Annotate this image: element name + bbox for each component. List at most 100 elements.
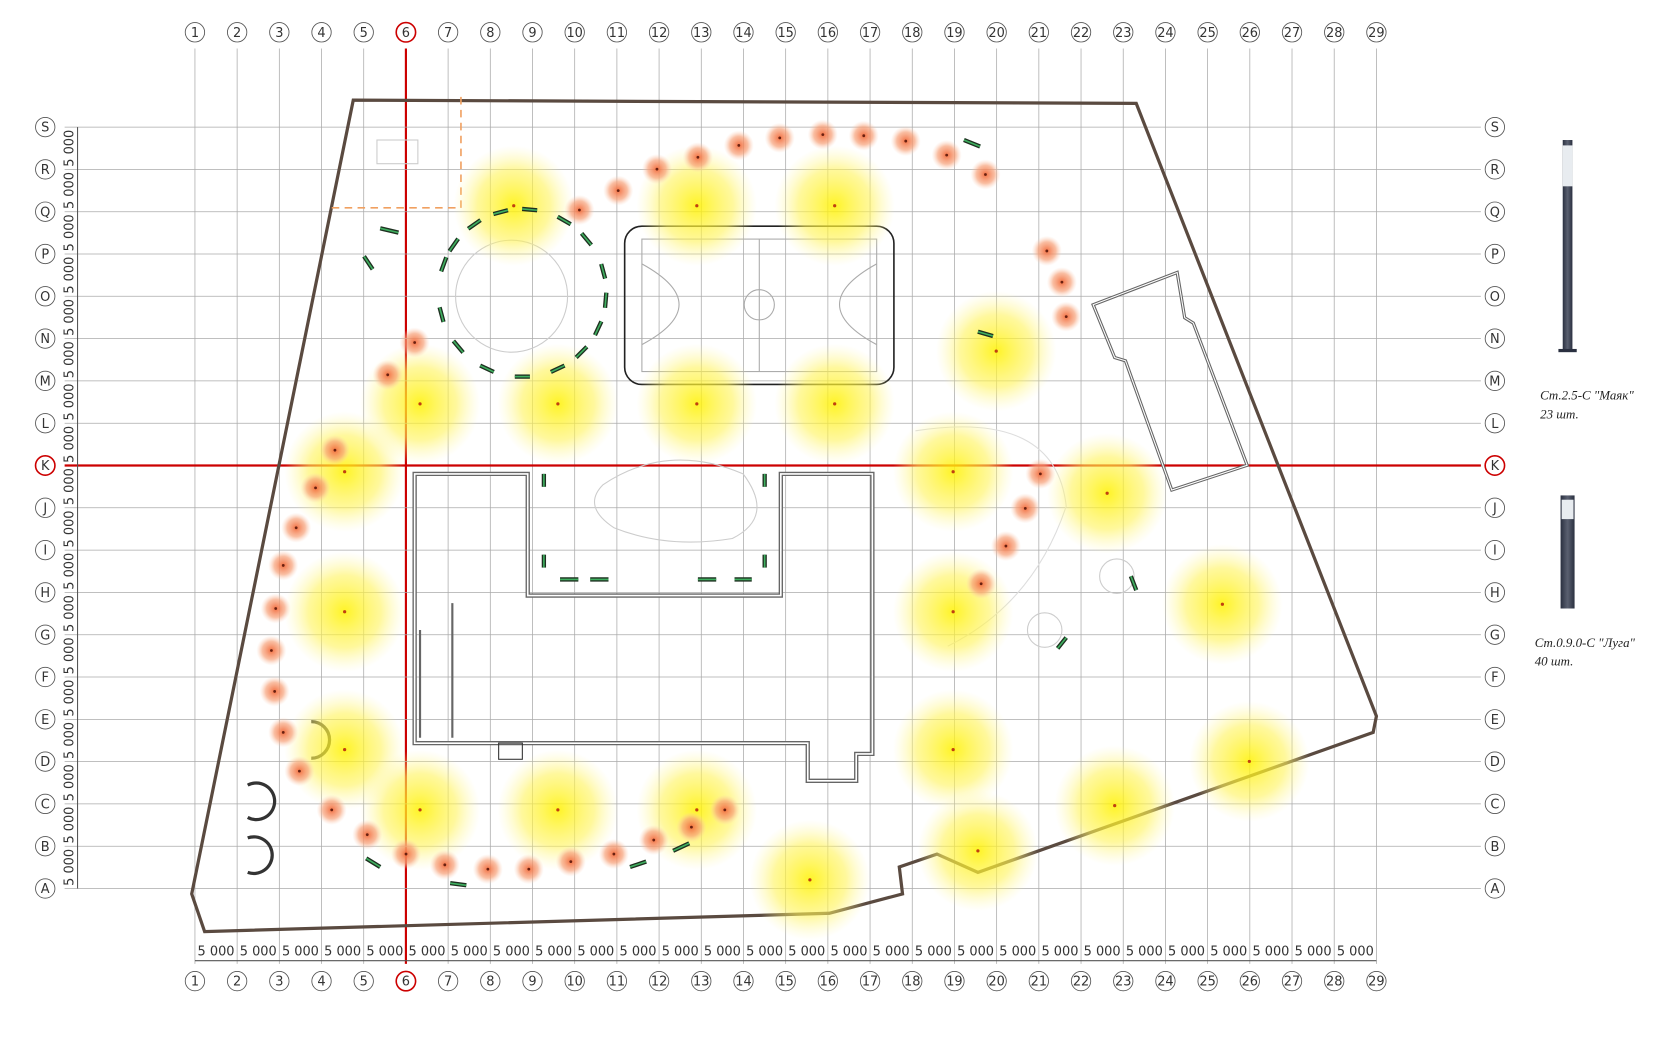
bollard (274, 607, 278, 610)
axis-bubble (691, 971, 712, 992)
bollard (1060, 280, 1064, 284)
pole-lamp (1562, 145, 1573, 187)
dash-fixture-glow (452, 340, 464, 354)
row-label: I (43, 544, 47, 559)
row-label: J (1492, 501, 1497, 516)
site-boundary (190, 98, 1379, 934)
dimension-label: 5 000 (957, 945, 994, 960)
dimension-label: 5 000 (63, 214, 78, 251)
dimension-label: 5 000 (63, 595, 78, 632)
dash-fixture-glow (1056, 637, 1067, 649)
lamp (418, 808, 422, 812)
grid (64, 48, 1481, 964)
row-label: A (1490, 882, 1499, 897)
row-label: D (1490, 755, 1500, 770)
dimension-label: 5 000 (746, 945, 783, 960)
axis-bubble (1113, 22, 1134, 43)
axis-bubble (817, 22, 838, 43)
column-label: 29 (1368, 26, 1384, 41)
axis-bubble (1324, 22, 1345, 43)
axis-bubble (648, 22, 670, 43)
row-label: M (40, 374, 51, 389)
axis-bubble (1484, 413, 1505, 434)
lamp (343, 747, 347, 752)
axis-bubble (817, 971, 838, 992)
bollard (413, 341, 417, 344)
axis-labels: 1122334455667788991010111112121313141415… (34, 21, 1506, 992)
dimension-label: 5 000 (63, 257, 78, 294)
row-label: G (40, 628, 50, 643)
axis-bubble (353, 971, 374, 992)
axis-bubble (902, 22, 923, 43)
dimension-label: 5 000 (63, 426, 78, 463)
bollard (578, 208, 581, 212)
dash-fixture-glow (440, 256, 448, 272)
axis-bubble (1484, 793, 1505, 815)
dash-fixture-glow (550, 364, 565, 373)
column-label: 8 (486, 26, 494, 41)
bollard (723, 808, 727, 812)
axis-bubble (606, 971, 628, 992)
column-label: 10 (566, 26, 582, 41)
axis-bubble (1113, 971, 1134, 992)
column-label: 28 (1326, 26, 1342, 41)
column-label: 3 (275, 26, 283, 41)
row-label: A (41, 882, 50, 897)
axis-bubble (269, 22, 290, 43)
dimension-label: 5 000 (999, 945, 1036, 960)
column-label: 1 (191, 26, 199, 41)
dash-fixture-glow (479, 364, 495, 373)
dimension-label: 5 000 (873, 945, 910, 960)
lamp (976, 849, 980, 853)
pole-lamp (1561, 499, 1574, 520)
axis-bubble (648, 971, 670, 992)
dimension-label: 5 000 (63, 637, 78, 674)
bollard (979, 582, 983, 586)
column-label: 21 (1031, 26, 1047, 41)
dash-fixture-glow (594, 321, 603, 336)
axis-bubble (1484, 751, 1505, 772)
dimension-label: 5 000 (1210, 945, 1247, 960)
axis-bubble (1070, 22, 1092, 43)
axis-bubble (1484, 201, 1505, 222)
lamp (1247, 759, 1251, 764)
column-label: 16 (820, 975, 836, 990)
bollard (314, 486, 317, 490)
dimension-label: 5 000 (63, 807, 78, 844)
lamp (1220, 602, 1225, 606)
axis-bubble (775, 971, 796, 992)
axis-bubble (35, 497, 56, 518)
row-label: I (1493, 544, 1497, 559)
row-label: K (41, 459, 50, 474)
column-label: 26 (1242, 26, 1258, 41)
lawn (594, 459, 758, 543)
axis-bubble (859, 971, 881, 992)
dimension-label: 5 000 (662, 945, 699, 960)
dash-fixture-glow (448, 238, 459, 252)
bollard (443, 863, 447, 867)
axis-bubble (1484, 286, 1505, 307)
column-label: 11 (609, 975, 625, 990)
column-label: 24 (1157, 26, 1173, 41)
axis-bubble (1028, 971, 1049, 992)
dimension-label: 5 000 (63, 341, 78, 378)
lights (256, 119, 1310, 941)
axis-bubble (1484, 878, 1505, 899)
dash-fixture-glow (522, 208, 538, 212)
dimension-label: 5 000 (1168, 945, 1205, 960)
axis-bubble (184, 971, 206, 992)
annex-inner (1092, 271, 1248, 491)
bollard (904, 139, 908, 143)
axis-bubble (395, 21, 417, 43)
column-label: 20 (988, 26, 1004, 41)
dimension-label: 5 000 (63, 299, 78, 336)
dash-fixture-glow (379, 227, 399, 234)
bollard (737, 143, 741, 147)
bollard (655, 167, 659, 171)
column-label: 1 (191, 975, 199, 990)
bollard (486, 867, 490, 871)
column-label: 7 (444, 975, 452, 990)
bollard (696, 155, 700, 159)
row-label: R (41, 163, 50, 178)
dimension-label: 5 000 (282, 945, 319, 960)
